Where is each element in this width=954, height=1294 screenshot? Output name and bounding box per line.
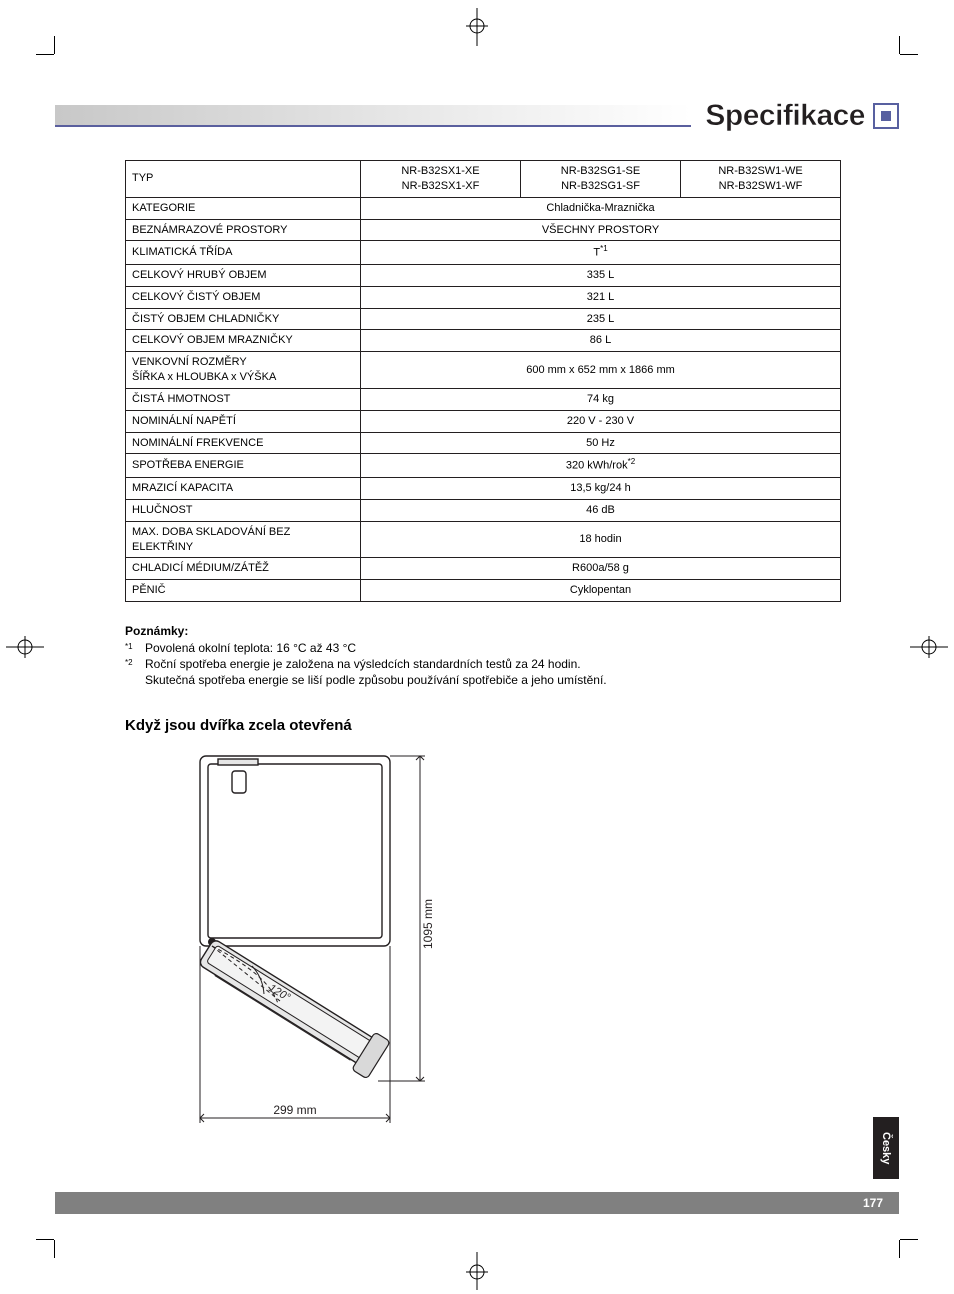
header-icon bbox=[873, 103, 899, 129]
spec-row-value: 320 kWh/rok*2 bbox=[361, 454, 841, 478]
spec-row-value: 50 Hz bbox=[361, 432, 841, 454]
spec-row-label: CELKOVÝ HRUBÝ OBJEM bbox=[126, 264, 361, 286]
model-header: NR-B32SX1-XENR-B32SX1-XF bbox=[361, 161, 521, 198]
spec-row-label: ČISTÝ OBJEM CHLADNIČKY bbox=[126, 308, 361, 330]
spec-row-value: R600a/58 g bbox=[361, 558, 841, 580]
note-text: Povolená okolní teplota: 16 °C až 43 °C bbox=[145, 640, 356, 656]
model-header: NR-B32SW1-WENR-B32SW1-WF bbox=[681, 161, 841, 198]
spec-row-value: 13,5 kg/24 h bbox=[361, 477, 841, 499]
spec-row-value: 74 kg bbox=[361, 388, 841, 410]
language-tab: Česky bbox=[873, 1117, 899, 1179]
spec-table: TYPNR-B32SX1-XENR-B32SX1-XFNR-B32SG1-SEN… bbox=[125, 160, 841, 602]
spec-row-value: 321 L bbox=[361, 286, 841, 308]
spec-row-label: MRAZICÍ KAPACITA bbox=[126, 477, 361, 499]
door-open-diagram: 120° 1095 mm 299 mm bbox=[160, 746, 490, 1151]
spec-row-label: NOMINÁLNÍ FREKVENCE bbox=[126, 432, 361, 454]
spec-row-value: 46 dB bbox=[361, 499, 841, 521]
height-dim-label: 1095 mm bbox=[421, 899, 435, 949]
spec-row-value: 235 L bbox=[361, 308, 841, 330]
diagram-heading: Když jsou dvířka zcela otevřená bbox=[125, 717, 899, 734]
model-header: NR-B32SG1-SENR-B32SG1-SF bbox=[521, 161, 681, 198]
spec-row-label: MAX. DOBA SKLADOVÁNÍ BEZ ELEKTŘINY bbox=[126, 521, 361, 558]
spec-row-value: Chladnička-Mraznička bbox=[361, 197, 841, 219]
note-item: *2Roční spotřeba energie je založena na … bbox=[125, 656, 845, 688]
spec-row-label: KLIMATICKÁ TŘÍDA bbox=[126, 241, 361, 265]
notes-title: Poznámky: bbox=[125, 624, 845, 638]
spec-row-value: 86 L bbox=[361, 330, 841, 352]
spec-row-value: 600 mm x 652 mm x 1866 mm bbox=[361, 352, 841, 389]
spec-row-label: KATEGORIE bbox=[126, 197, 361, 219]
note-item: *1 Povolená okolní teplota: 16 °C až 43 °… bbox=[125, 640, 845, 656]
spec-row-value: T*1 bbox=[361, 241, 841, 265]
spec-row-label: SPOTŘEBA ENERGIE bbox=[126, 454, 361, 478]
spec-row-label: CELKOVÝ ČISTÝ OBJEM bbox=[126, 286, 361, 308]
section-header: Specifikace bbox=[55, 100, 899, 132]
page-title: Specifikace bbox=[691, 99, 873, 133]
spec-row-value: 335 L bbox=[361, 264, 841, 286]
spec-row-value: 220 V - 230 V bbox=[361, 410, 841, 432]
spec-row-label: CHLADICÍ MÉDIUM/ZÁTĚŽ bbox=[126, 558, 361, 580]
width-dim-label: 299 mm bbox=[273, 1103, 316, 1117]
note-marker: *2 bbox=[125, 656, 137, 688]
spec-row-label: CELKOVÝ OBJEM MRAZNIČKY bbox=[126, 330, 361, 352]
spec-row-label: BEZNÁMRAZOVÉ PROSTORY bbox=[126, 219, 361, 241]
spec-row-label: NOMINÁLNÍ NAPĚTÍ bbox=[126, 410, 361, 432]
notes-block: Poznámky: *1 Povolená okolní teplota: 16 … bbox=[125, 624, 845, 689]
spec-row-value: 18 hodin bbox=[361, 521, 841, 558]
spec-row-label: PĚNIČ bbox=[126, 580, 361, 602]
spec-row-value: Cyklopentan bbox=[361, 580, 841, 602]
note-text: Roční spotřeba energie je založena na vý… bbox=[145, 656, 607, 688]
header-gradient bbox=[55, 105, 691, 127]
type-label: TYP bbox=[126, 161, 361, 198]
spec-row-label: VENKOVNÍ ROZMĚRYŠÍŘKA x HLOUBKA x VÝŠKA bbox=[126, 352, 361, 389]
spec-row-label: HLUČNOST bbox=[126, 499, 361, 521]
note-marker: *1 bbox=[125, 640, 137, 656]
page-content: Specifikace TYPNR-B32SX1-XENR-B32SX1-XFN… bbox=[0, 0, 954, 1294]
spec-row-label: ČISTÁ HMOTNOST bbox=[126, 388, 361, 410]
page-number: 177 bbox=[863, 1196, 883, 1210]
spec-row-value: VŠECHNY PROSTORY bbox=[361, 219, 841, 241]
page-number-bar: 177 bbox=[55, 1192, 899, 1214]
